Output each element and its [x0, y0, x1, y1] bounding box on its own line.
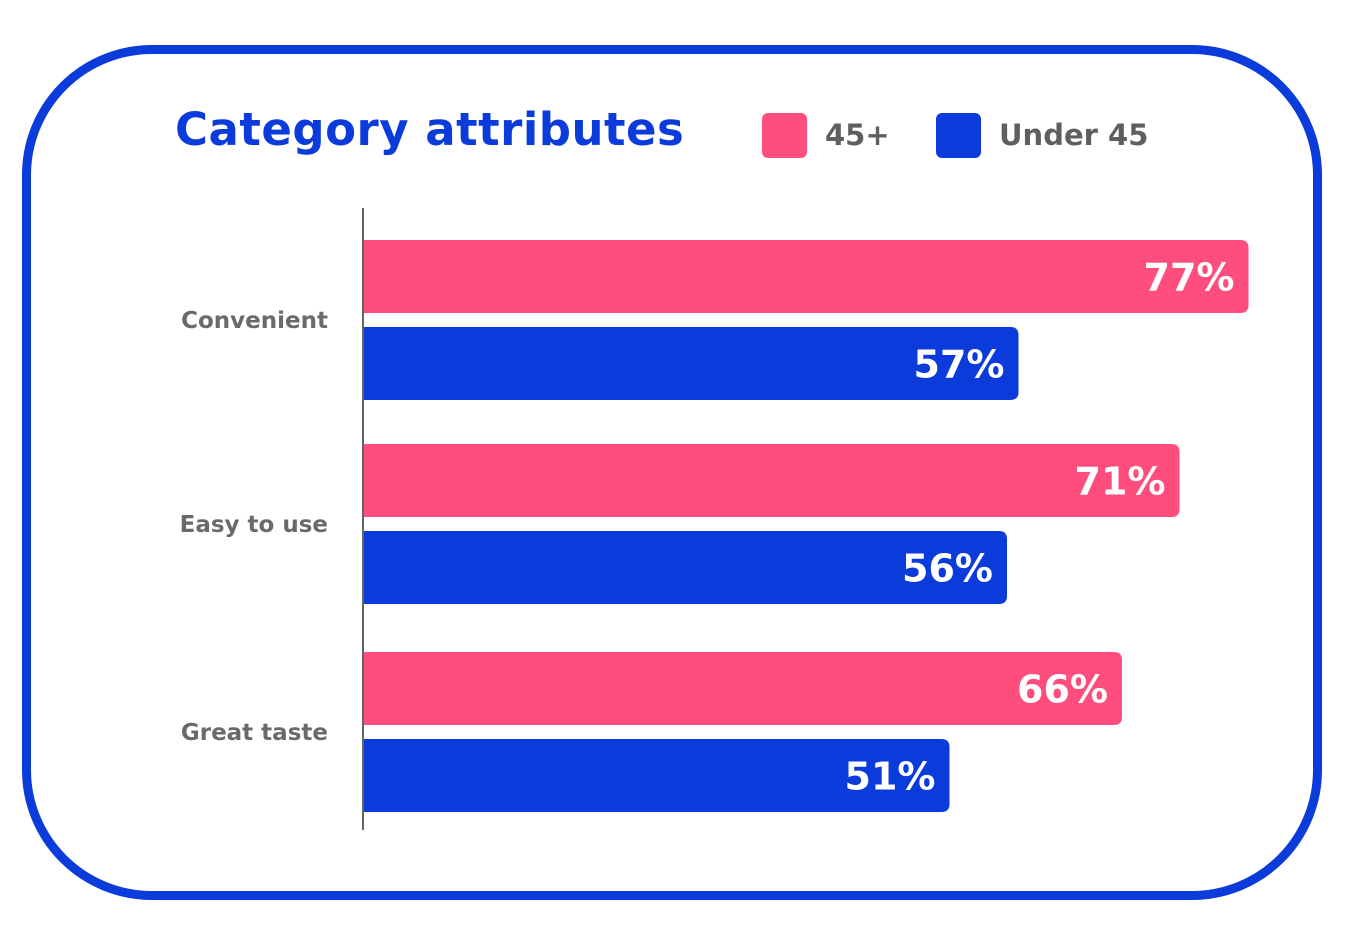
bar-convenient-45-plus [363, 240, 1249, 313]
value-label-easy-to-use-under-45: 56% [902, 547, 993, 591]
legend-label-under-45: Under 45 [999, 118, 1149, 152]
bar-great-taste-under-45 [363, 739, 950, 812]
value-label-easy-to-use-45-plus: 71% [1075, 460, 1166, 504]
category-label-great-taste: Great taste [181, 720, 328, 746]
category-label-convenient: Convenient [181, 308, 328, 334]
legend-item-45-plus: 45+ [762, 112, 890, 158]
bar-easy-to-use-under-45 [363, 531, 1007, 604]
legend-swatch-under-45 [936, 112, 981, 158]
legend-swatch-45-plus [762, 112, 807, 158]
legend-label-45-plus: 45+ [825, 118, 890, 152]
bar-convenient-under-45 [363, 327, 1019, 400]
value-label-convenient-45-plus: 77% [1144, 256, 1235, 300]
bar-easy-to-use-45-plus [363, 444, 1180, 517]
category-label-easy-to-use: Easy to use [180, 512, 328, 538]
value-label-convenient-under-45: 57% [914, 343, 1005, 387]
value-label-great-taste-45-plus: 66% [1017, 668, 1108, 712]
bar-great-taste-45-plus [363, 652, 1122, 725]
legend-item-under-45: Under 45 [936, 112, 1149, 158]
value-label-great-taste-under-45: 51% [845, 755, 936, 799]
chart-title: Category attributes [175, 103, 685, 156]
